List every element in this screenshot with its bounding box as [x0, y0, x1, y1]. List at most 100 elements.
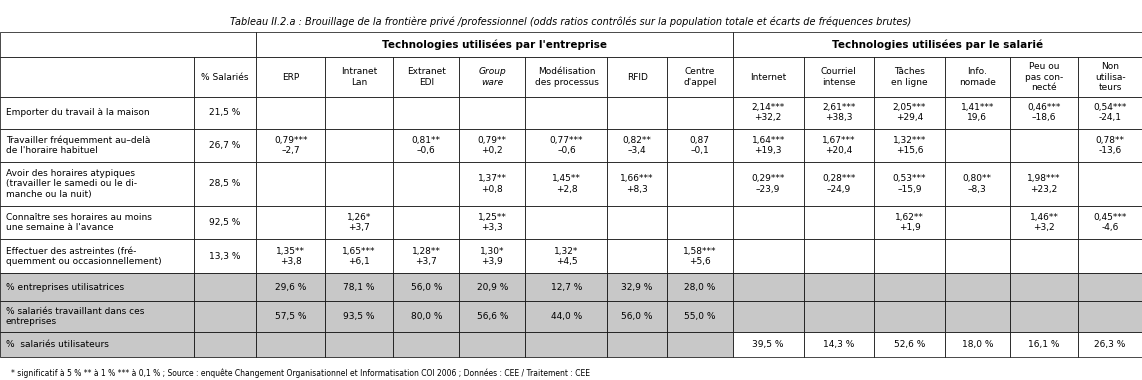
Bar — [194, 239, 257, 274]
Text: 0,29***
–23,9: 0,29*** –23,9 — [751, 174, 785, 194]
Bar — [194, 57, 257, 97]
Bar — [257, 128, 324, 163]
Text: Non
utilisa-
teurs: Non utilisa- teurs — [1095, 62, 1125, 92]
Text: 26,7 %: 26,7 % — [209, 141, 241, 150]
Bar — [525, 163, 608, 206]
Bar — [459, 301, 525, 332]
Text: ERP: ERP — [282, 73, 299, 82]
Bar — [667, 97, 733, 128]
Bar — [608, 163, 667, 206]
Bar — [874, 128, 944, 163]
Bar — [257, 57, 324, 97]
Bar — [194, 332, 257, 357]
Text: Group
ware: Group ware — [478, 67, 506, 87]
Bar — [804, 128, 874, 163]
Text: 26,3 %: 26,3 % — [1094, 340, 1126, 349]
Text: 2,14***
+32,2: 2,14*** +32,2 — [751, 103, 785, 122]
Bar — [608, 97, 667, 128]
Text: 1,98***
+23,2: 1,98*** +23,2 — [1028, 174, 1061, 194]
Bar — [667, 163, 733, 206]
Bar — [944, 97, 1010, 128]
Text: Centre
d'appel: Centre d'appel — [683, 67, 716, 87]
Bar — [393, 163, 459, 206]
Bar — [0, 163, 194, 206]
Bar — [1010, 97, 1078, 128]
Bar — [257, 206, 324, 239]
Text: Emporter du travail à la maison: Emporter du travail à la maison — [6, 108, 150, 117]
Bar — [1010, 332, 1078, 357]
Bar — [459, 332, 525, 357]
Text: 16,1 %: 16,1 % — [1028, 340, 1060, 349]
Bar — [257, 239, 324, 274]
Bar — [257, 274, 324, 301]
Bar — [257, 301, 324, 332]
Bar — [733, 239, 804, 274]
Bar — [525, 128, 608, 163]
Bar — [667, 57, 733, 97]
Text: 0,80**
–8,3: 0,80** –8,3 — [963, 174, 991, 194]
Bar — [0, 32, 257, 57]
Bar — [608, 206, 667, 239]
Bar — [459, 57, 525, 97]
Bar — [874, 239, 944, 274]
Text: 1,28**
+3,7: 1,28** +3,7 — [412, 247, 441, 266]
Text: Effectuer des astreintes (fré-
quemment ou occasionnellement): Effectuer des astreintes (fré- quemment … — [6, 247, 161, 266]
Bar — [667, 128, 733, 163]
Bar — [459, 239, 525, 274]
Bar — [804, 57, 874, 97]
Bar — [667, 301, 733, 332]
Text: 1,65***
+6,1: 1,65*** +6,1 — [343, 247, 376, 266]
Bar — [1010, 274, 1078, 301]
Text: 12,7 %: 12,7 % — [550, 282, 582, 291]
Text: 28,0 %: 28,0 % — [684, 282, 716, 291]
Text: Connaître ses horaires au moins
une semaine à l'avance: Connaître ses horaires au moins une sema… — [6, 213, 152, 232]
Bar — [667, 206, 733, 239]
Bar — [1078, 57, 1142, 97]
Bar — [393, 97, 459, 128]
Bar — [393, 57, 459, 97]
Text: 14,3 %: 14,3 % — [823, 340, 854, 349]
Text: Extranet
EDI: Extranet EDI — [407, 67, 445, 87]
Text: 1,46**
+3,2: 1,46** +3,2 — [1030, 213, 1059, 232]
Bar — [944, 274, 1010, 301]
Bar — [0, 239, 194, 274]
Bar — [194, 301, 257, 332]
Text: 56,0 %: 56,0 % — [410, 282, 442, 291]
Text: 20,9 %: 20,9 % — [476, 282, 508, 291]
Bar — [1078, 163, 1142, 206]
Bar — [525, 57, 608, 97]
Bar — [804, 239, 874, 274]
Text: Avoir des horaires atypiques
(travailler le samedi ou le di-
manche ou la nuit): Avoir des horaires atypiques (travailler… — [6, 169, 137, 199]
Text: 1,25**
+3,3: 1,25** +3,3 — [477, 213, 507, 232]
Text: % Salariés: % Salariés — [201, 73, 249, 82]
Bar — [459, 163, 525, 206]
Bar — [459, 97, 525, 128]
Text: 0,82**
–3,4: 0,82** –3,4 — [622, 136, 652, 155]
Bar — [525, 301, 608, 332]
Text: 1,62**
+1,9: 1,62** +1,9 — [895, 213, 924, 232]
Text: Internet: Internet — [750, 73, 787, 82]
Text: Modélisation
des processus: Modélisation des processus — [534, 67, 598, 87]
Bar — [525, 206, 608, 239]
Text: 21,5 %: 21,5 % — [209, 108, 241, 117]
Text: 1,64***
+19,3: 1,64*** +19,3 — [751, 136, 785, 155]
Bar — [194, 206, 257, 239]
Text: 44,0 %: 44,0 % — [550, 312, 582, 321]
Text: 1,32*
+4,5: 1,32* +4,5 — [554, 247, 579, 266]
Text: 0,53***
–15,9: 0,53*** –15,9 — [893, 174, 926, 194]
Text: 1,45**
+2,8: 1,45** +2,8 — [552, 174, 581, 194]
Text: 55,0 %: 55,0 % — [684, 312, 716, 321]
Text: Intranet
Lan: Intranet Lan — [340, 67, 377, 87]
Bar — [393, 301, 459, 332]
Bar — [608, 57, 667, 97]
Text: 2,05***
+29,4: 2,05*** +29,4 — [893, 103, 926, 122]
Bar — [944, 332, 1010, 357]
Bar — [944, 163, 1010, 206]
Text: 0,28***
–24,9: 0,28*** –24,9 — [822, 174, 855, 194]
Bar — [944, 239, 1010, 274]
Text: 1,30*
+3,9: 1,30* +3,9 — [480, 247, 505, 266]
Bar — [944, 301, 1010, 332]
Bar — [525, 274, 608, 301]
Bar — [1078, 206, 1142, 239]
Bar — [733, 32, 1142, 57]
